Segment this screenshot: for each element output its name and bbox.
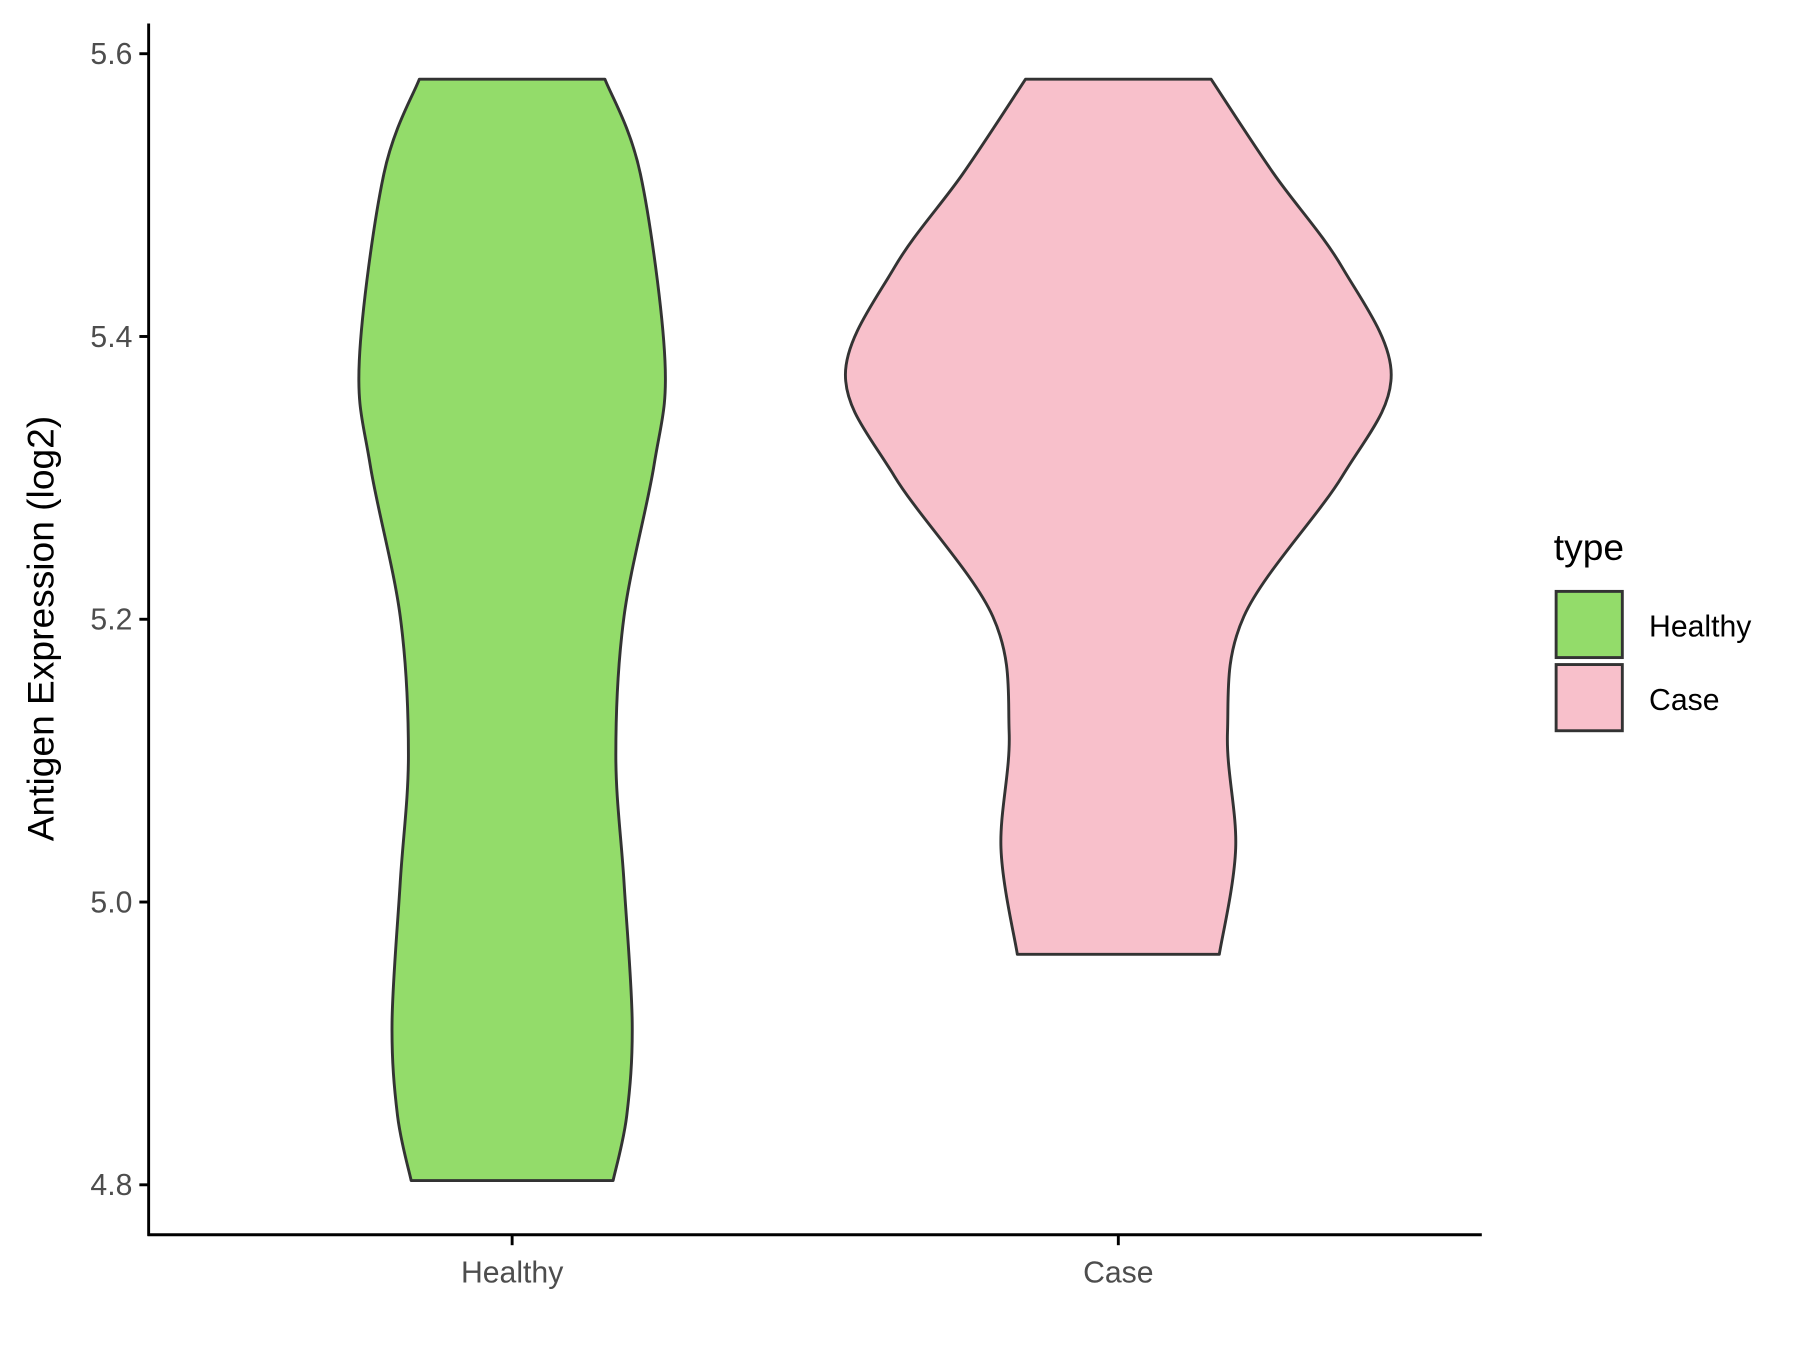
x-tick-label: Case: [1083, 1256, 1153, 1289]
legend-label: Case: [1649, 684, 1719, 717]
legend-swatch-healthy: [1554, 589, 1624, 660]
y-tick-label: 5.0: [90, 886, 132, 919]
x-tick-label: Healthy: [461, 1256, 564, 1289]
y-tick-label: 5.4: [90, 321, 132, 354]
y-tick-label: 4.8: [90, 1169, 132, 1202]
legend-swatch-case: [1554, 663, 1624, 733]
legend: type Healthy Case: [1554, 526, 1752, 733]
legend-label: Healthy: [1649, 611, 1752, 644]
legend-title: type: [1554, 526, 1624, 568]
violin-healthy: [357, 77, 667, 1183]
y-ticks: 4.8 5.0 5.2 5.4 5.6: [90, 38, 149, 1202]
y-tick-label: 5.6: [90, 38, 132, 71]
y-axis-title: Antigen Expression (log2): [19, 416, 61, 841]
violins: [357, 77, 1393, 1183]
violin-case: [843, 77, 1393, 956]
y-tick-label: 5.2: [90, 604, 132, 637]
x-ticks: Healthy Case: [461, 1234, 1154, 1289]
